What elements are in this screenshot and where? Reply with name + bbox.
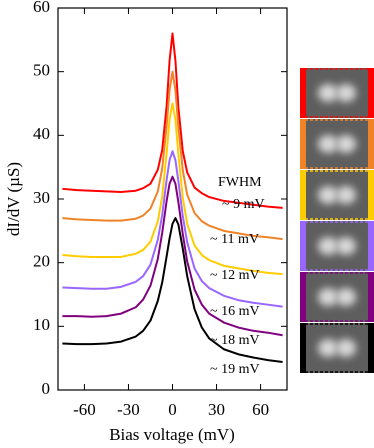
data-line <box>62 150 283 308</box>
data-line <box>62 70 283 241</box>
data-line <box>62 102 283 276</box>
tile-side <box>300 272 306 322</box>
annotation: ~ 11 mV <box>210 232 259 247</box>
tile-blob <box>318 135 338 153</box>
tile-side <box>368 272 374 322</box>
annotation: FWHM <box>218 175 262 190</box>
data-line <box>62 217 283 363</box>
tile-side <box>368 68 374 118</box>
tile-side <box>300 323 306 373</box>
x-tick-label: 60 <box>252 400 269 419</box>
tile-blob <box>318 84 338 102</box>
tile-side <box>300 119 306 169</box>
tile-blob <box>318 186 338 204</box>
image-tile <box>300 170 374 220</box>
y-tick-label: 30 <box>33 188 50 207</box>
y-tick-label: 50 <box>33 61 50 80</box>
tile-side <box>300 221 306 271</box>
tile-side <box>368 170 374 220</box>
image-tile <box>300 68 374 118</box>
tile-blob <box>336 135 356 153</box>
image-tile <box>300 272 374 322</box>
tile-side <box>300 68 306 118</box>
tile-side <box>368 323 374 373</box>
x-tick-label: 0 <box>168 400 177 419</box>
y-tick-label: 40 <box>33 124 50 143</box>
tile-side <box>300 170 306 220</box>
annotation: ~ 9 mV <box>222 197 265 212</box>
tile-side <box>368 221 374 271</box>
tile-blob <box>318 237 338 255</box>
tile-blob <box>336 84 356 102</box>
tile-blob <box>336 288 356 306</box>
data-line <box>62 32 283 209</box>
tile-blob <box>336 237 356 255</box>
data-line <box>62 175 283 337</box>
y-tick-label: 10 <box>33 315 50 334</box>
annotation: ~ 16 mV <box>210 304 260 319</box>
image-tile <box>300 119 374 169</box>
annotation: ~ 12 mV <box>210 268 260 283</box>
tile-side <box>368 119 374 169</box>
image-tile <box>300 323 374 373</box>
plot-frame <box>57 7 288 391</box>
x-tick-label: 30 <box>208 400 225 419</box>
image-tile <box>300 221 374 271</box>
y-tick-label: 0 <box>42 379 51 398</box>
tile-blob <box>318 288 338 306</box>
annotation: ~ 18 mV <box>210 333 260 348</box>
tile-blob <box>318 339 338 357</box>
y-tick-label: 20 <box>33 252 50 271</box>
x-axis-label: Bias voltage (mV) <box>109 425 235 444</box>
y-tick-label: 60 <box>33 0 50 16</box>
y-axis-label: dI/dV (µS) <box>4 162 23 236</box>
tile-blob <box>336 186 356 204</box>
tile-blob <box>336 339 356 357</box>
x-tick-label: -30 <box>117 400 140 419</box>
annotation: ~ 19 mV <box>210 362 260 377</box>
x-tick-label: -60 <box>73 400 96 419</box>
